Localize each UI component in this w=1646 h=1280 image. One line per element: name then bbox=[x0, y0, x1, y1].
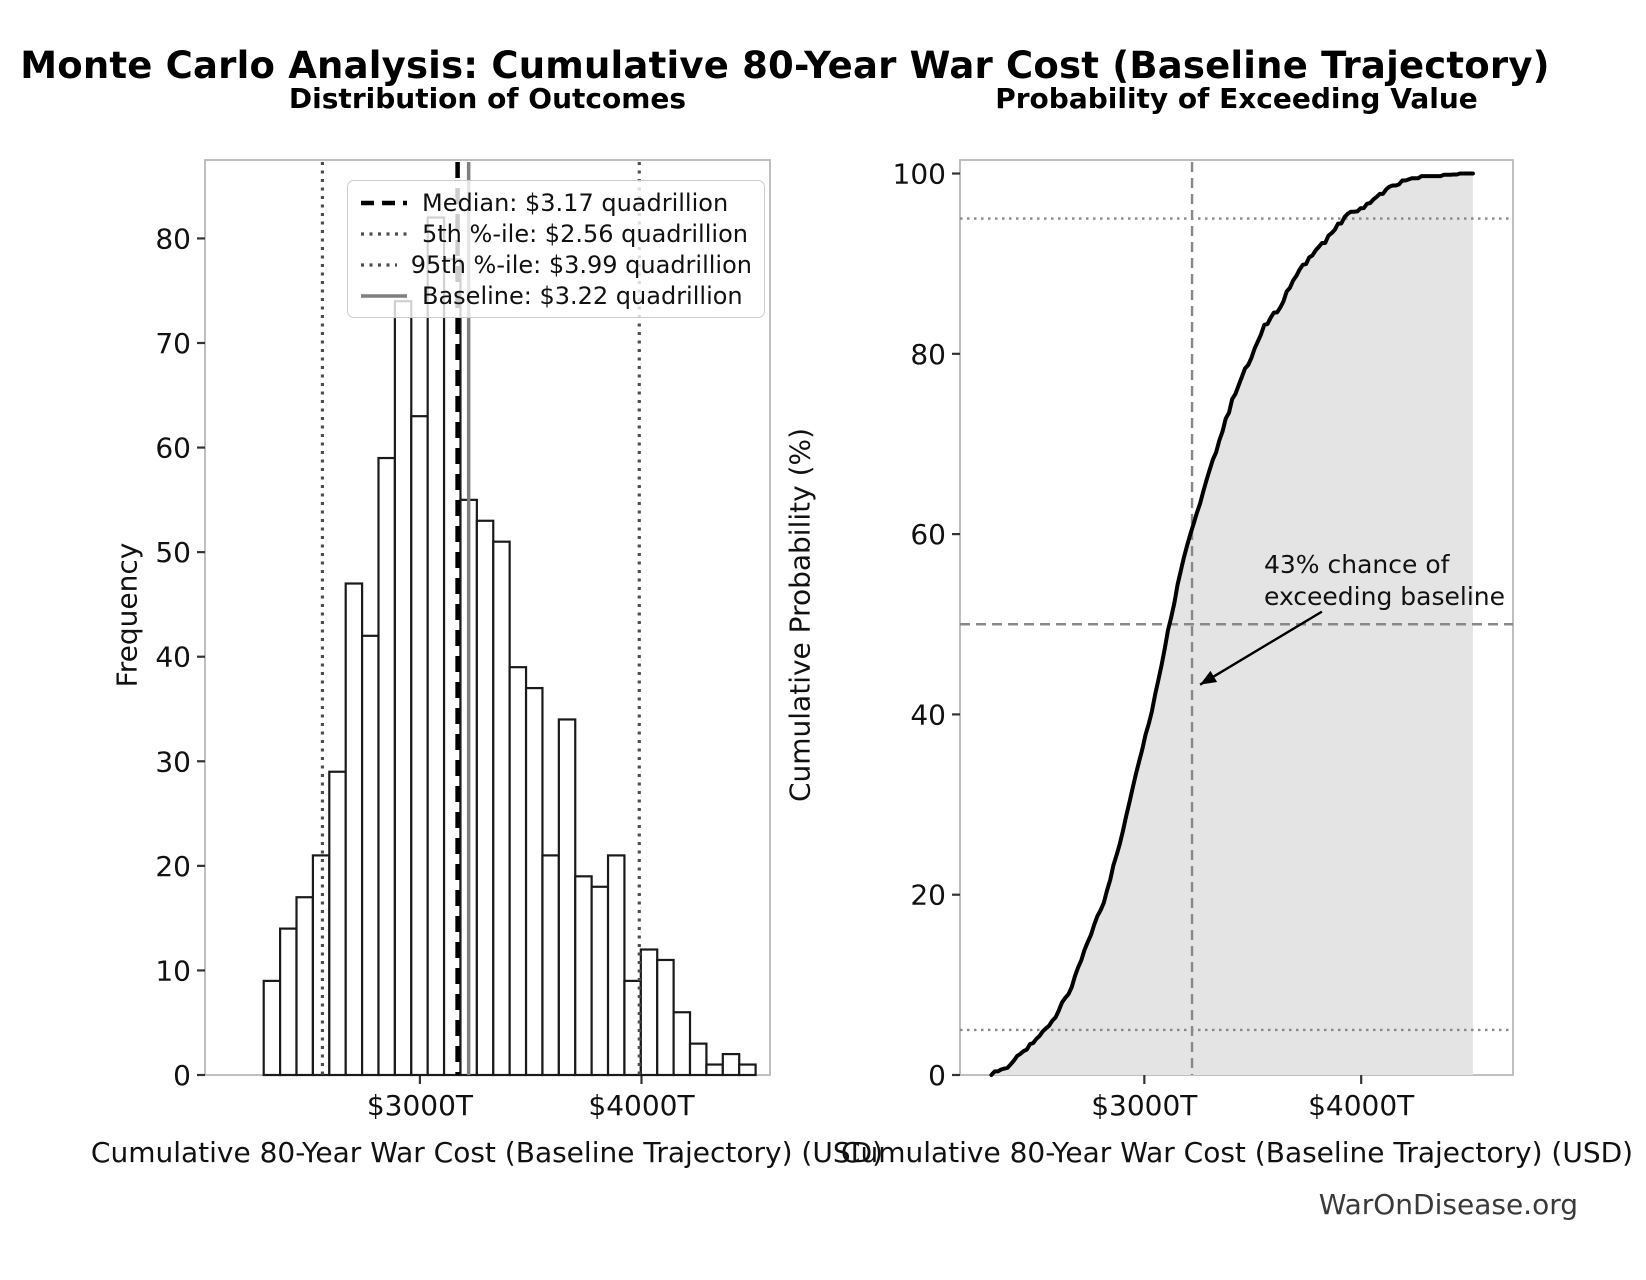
cdf-ytick-label: 80 bbox=[910, 338, 946, 371]
histogram-bar bbox=[393, 300, 413, 1077]
cdf-title: Probability of Exceeding Value bbox=[995, 82, 1478, 115]
histogram-bar bbox=[311, 854, 331, 1077]
histogram-bar bbox=[508, 666, 528, 1077]
legend-label-median: Median: $3.17 quadrillion bbox=[422, 188, 729, 217]
legend-item-baseline: Baseline: $3.22 quadrillion bbox=[360, 282, 752, 310]
histogram-ytick-label: 50 bbox=[155, 536, 191, 569]
annotation-arrow-head-icon bbox=[1200, 670, 1218, 685]
histogram-ytick-label: 40 bbox=[155, 641, 191, 674]
histogram-x-axis-label: Cumulative 80-Year War Cost (Baseline Tr… bbox=[90, 1136, 884, 1169]
histogram-bar bbox=[328, 770, 347, 1077]
legend-label-baseline: Baseline: $3.22 quadrillion bbox=[422, 281, 743, 310]
histogram-bar bbox=[475, 519, 495, 1077]
histogram-bar bbox=[295, 896, 315, 1077]
histogram-bar bbox=[738, 1063, 757, 1077]
histogram-ytick-label: 20 bbox=[155, 850, 191, 883]
histogram-bar bbox=[606, 854, 626, 1077]
cdf-annotation: 43% chance of exceeding baseline bbox=[1264, 549, 1505, 613]
cdf-xtick-label: $3000T bbox=[1091, 1089, 1198, 1122]
annotation-line-1: 43% chance of bbox=[1264, 550, 1450, 579]
figure-title: Monte Carlo Analysis: Cumulative 80-Year… bbox=[20, 44, 1550, 87]
histogram-bar bbox=[410, 415, 429, 1077]
median-line-sample-icon bbox=[361, 200, 407, 205]
annotation-arrow-line bbox=[1199, 610, 1323, 686]
histogram-xtick-label: $4000T bbox=[588, 1089, 695, 1122]
legend: Median: $3.17 quadrillion 5th %-ile: $2.… bbox=[347, 180, 765, 318]
histogram-ytick-label: 10 bbox=[155, 954, 191, 987]
p95-line-sample-icon bbox=[361, 262, 397, 267]
histogram-ytick-label: 0 bbox=[173, 1059, 191, 1092]
cdf-x-axis-label: Cumulative 80-Year War Cost (Baseline Tr… bbox=[840, 1136, 1634, 1169]
legend-label-p95: 95th %-ile: $3.99 quadrillion bbox=[410, 250, 752, 279]
histogram-bar bbox=[541, 854, 560, 1077]
histogram-bar bbox=[377, 456, 396, 1077]
histogram-bar bbox=[426, 216, 446, 1077]
histogram-ytick-label: 80 bbox=[155, 222, 191, 255]
histogram-bar bbox=[672, 1011, 692, 1077]
histogram-bar bbox=[524, 686, 544, 1077]
histogram-bar bbox=[574, 875, 593, 1077]
histogram-y-axis-label: Frequency bbox=[110, 542, 144, 688]
watermark-text: WarOnDisease.org bbox=[1318, 1188, 1578, 1221]
histogram-bar bbox=[639, 948, 659, 1077]
cdf-ytick-label: 20 bbox=[910, 879, 946, 912]
histogram-bar bbox=[656, 958, 675, 1077]
histogram-ytick-label: 70 bbox=[155, 327, 191, 360]
histogram-bar bbox=[688, 1042, 708, 1077]
legend-item-p95: 95th %-ile: $3.99 quadrillion bbox=[360, 251, 752, 279]
legend-item-p5: 5th %-ile: $2.56 quadrillion bbox=[360, 220, 752, 248]
cdf-xtick-label: $4000T bbox=[1308, 1089, 1415, 1122]
histogram-bar bbox=[557, 718, 577, 1077]
cdf-ytick-label: 60 bbox=[910, 518, 946, 551]
histogram-ytick-label: 60 bbox=[155, 432, 191, 465]
histogram-ytick-label: 30 bbox=[155, 745, 191, 778]
histogram-bar bbox=[590, 885, 610, 1077]
cdf-y-axis-label: Cumulative Probability (%) bbox=[783, 427, 817, 803]
histogram-bar bbox=[492, 540, 511, 1077]
histogram-bar bbox=[360, 634, 380, 1077]
cdf-curve bbox=[989, 171, 1475, 1077]
annotation-line-2: exceeding baseline bbox=[1264, 582, 1505, 611]
histogram-bar bbox=[262, 979, 282, 1077]
baseline-line-sample-icon bbox=[361, 293, 407, 298]
cdf-ytick-label: 100 bbox=[893, 158, 946, 191]
histogram-title: Distribution of Outcomes bbox=[288, 82, 687, 115]
histogram-bar bbox=[279, 927, 298, 1077]
histogram-bar bbox=[721, 1052, 741, 1077]
p5-line-sample-icon bbox=[361, 231, 407, 236]
legend-item-median: Median: $3.17 quadrillion bbox=[360, 189, 752, 217]
cdf-ytick-label: 0 bbox=[928, 1059, 946, 1092]
legend-label-p5: 5th %-ile: $2.56 quadrillion bbox=[422, 219, 748, 248]
histogram-bar bbox=[344, 582, 364, 1077]
cdf-ytick-label: 40 bbox=[910, 698, 946, 731]
histogram-xtick-label: $3000T bbox=[367, 1089, 474, 1122]
histogram-bar bbox=[705, 1063, 724, 1077]
